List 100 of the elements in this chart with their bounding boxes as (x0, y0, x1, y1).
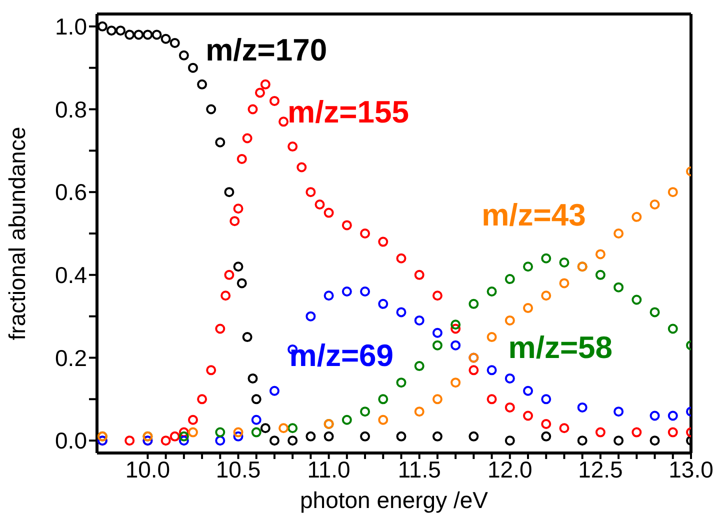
point (632, 427, 642, 438)
point (296, 162, 307, 172)
point (396, 307, 406, 318)
point (577, 436, 588, 446)
point (523, 303, 534, 314)
point (378, 298, 388, 309)
point (260, 423, 270, 434)
point (254, 88, 265, 98)
point (668, 427, 678, 438)
point (559, 257, 570, 268)
point (342, 414, 352, 425)
point (251, 414, 262, 425)
point (450, 378, 461, 388)
point (242, 332, 252, 342)
point (230, 216, 240, 226)
point (559, 423, 570, 434)
point (248, 104, 258, 114)
point (170, 431, 180, 442)
point (233, 427, 244, 438)
point (541, 419, 552, 430)
series-label: m/z=69 (289, 338, 394, 374)
point (152, 30, 162, 40)
point (541, 290, 552, 301)
point (242, 133, 252, 144)
point (523, 410, 534, 421)
point (178, 431, 189, 442)
point (278, 423, 289, 434)
point (504, 373, 515, 384)
point (614, 282, 624, 292)
point (288, 423, 298, 434)
point (668, 324, 678, 334)
point (523, 386, 534, 396)
x-tick-label: 12.5 (578, 456, 623, 482)
point (233, 204, 244, 214)
y-tick-label: 0.2 (55, 344, 87, 371)
x-tick-label: 10.5 (216, 456, 261, 482)
point (541, 431, 552, 442)
y-tick-label: 0.8 (55, 96, 87, 122)
point (260, 79, 270, 90)
series-label: m/z=43 (482, 198, 586, 233)
y-tick-label: 0.0 (55, 428, 87, 454)
point (541, 253, 552, 264)
x-tick-label: 12.0 (488, 456, 532, 482)
point (360, 406, 370, 417)
point (360, 431, 370, 442)
point (306, 431, 316, 442)
point (124, 436, 135, 446)
point (378, 394, 388, 404)
point (486, 394, 497, 404)
point (432, 340, 442, 350)
point (206, 104, 216, 114)
point (236, 278, 247, 288)
point (486, 286, 497, 296)
point (577, 402, 588, 412)
point (595, 249, 606, 260)
point (450, 340, 461, 350)
point (414, 361, 424, 372)
point (251, 427, 262, 438)
point (668, 410, 678, 421)
point (342, 220, 352, 230)
point (178, 50, 189, 60)
point (188, 414, 198, 425)
point (224, 187, 234, 198)
point (314, 200, 325, 210)
point (595, 427, 606, 438)
point (414, 406, 424, 417)
point (160, 34, 171, 44)
series-label: m/z=58 (508, 330, 613, 365)
point (468, 365, 479, 376)
point (486, 365, 497, 376)
point (116, 26, 126, 36)
point (614, 406, 624, 417)
point (595, 270, 606, 280)
point (206, 365, 216, 376)
point (559, 278, 570, 288)
point (124, 30, 135, 40)
point (288, 142, 298, 152)
point (236, 154, 247, 164)
point (324, 290, 334, 301)
point (378, 236, 388, 247)
point (142, 30, 153, 40)
point (396, 431, 406, 442)
point (188, 427, 198, 438)
x-tick-label: 11.0 (307, 456, 350, 482)
point (614, 436, 624, 446)
point (215, 324, 226, 334)
point (414, 270, 424, 280)
x-tick-label: 11.5 (398, 456, 441, 482)
point (504, 402, 515, 412)
point (306, 187, 316, 198)
point (468, 298, 479, 309)
point (523, 262, 534, 272)
point (269, 436, 280, 446)
series-label: m/z=170 (206, 32, 328, 68)
point (220, 290, 231, 301)
point (197, 394, 208, 404)
point (248, 373, 258, 384)
point (432, 394, 442, 404)
point (215, 137, 226, 148)
point (378, 414, 388, 425)
